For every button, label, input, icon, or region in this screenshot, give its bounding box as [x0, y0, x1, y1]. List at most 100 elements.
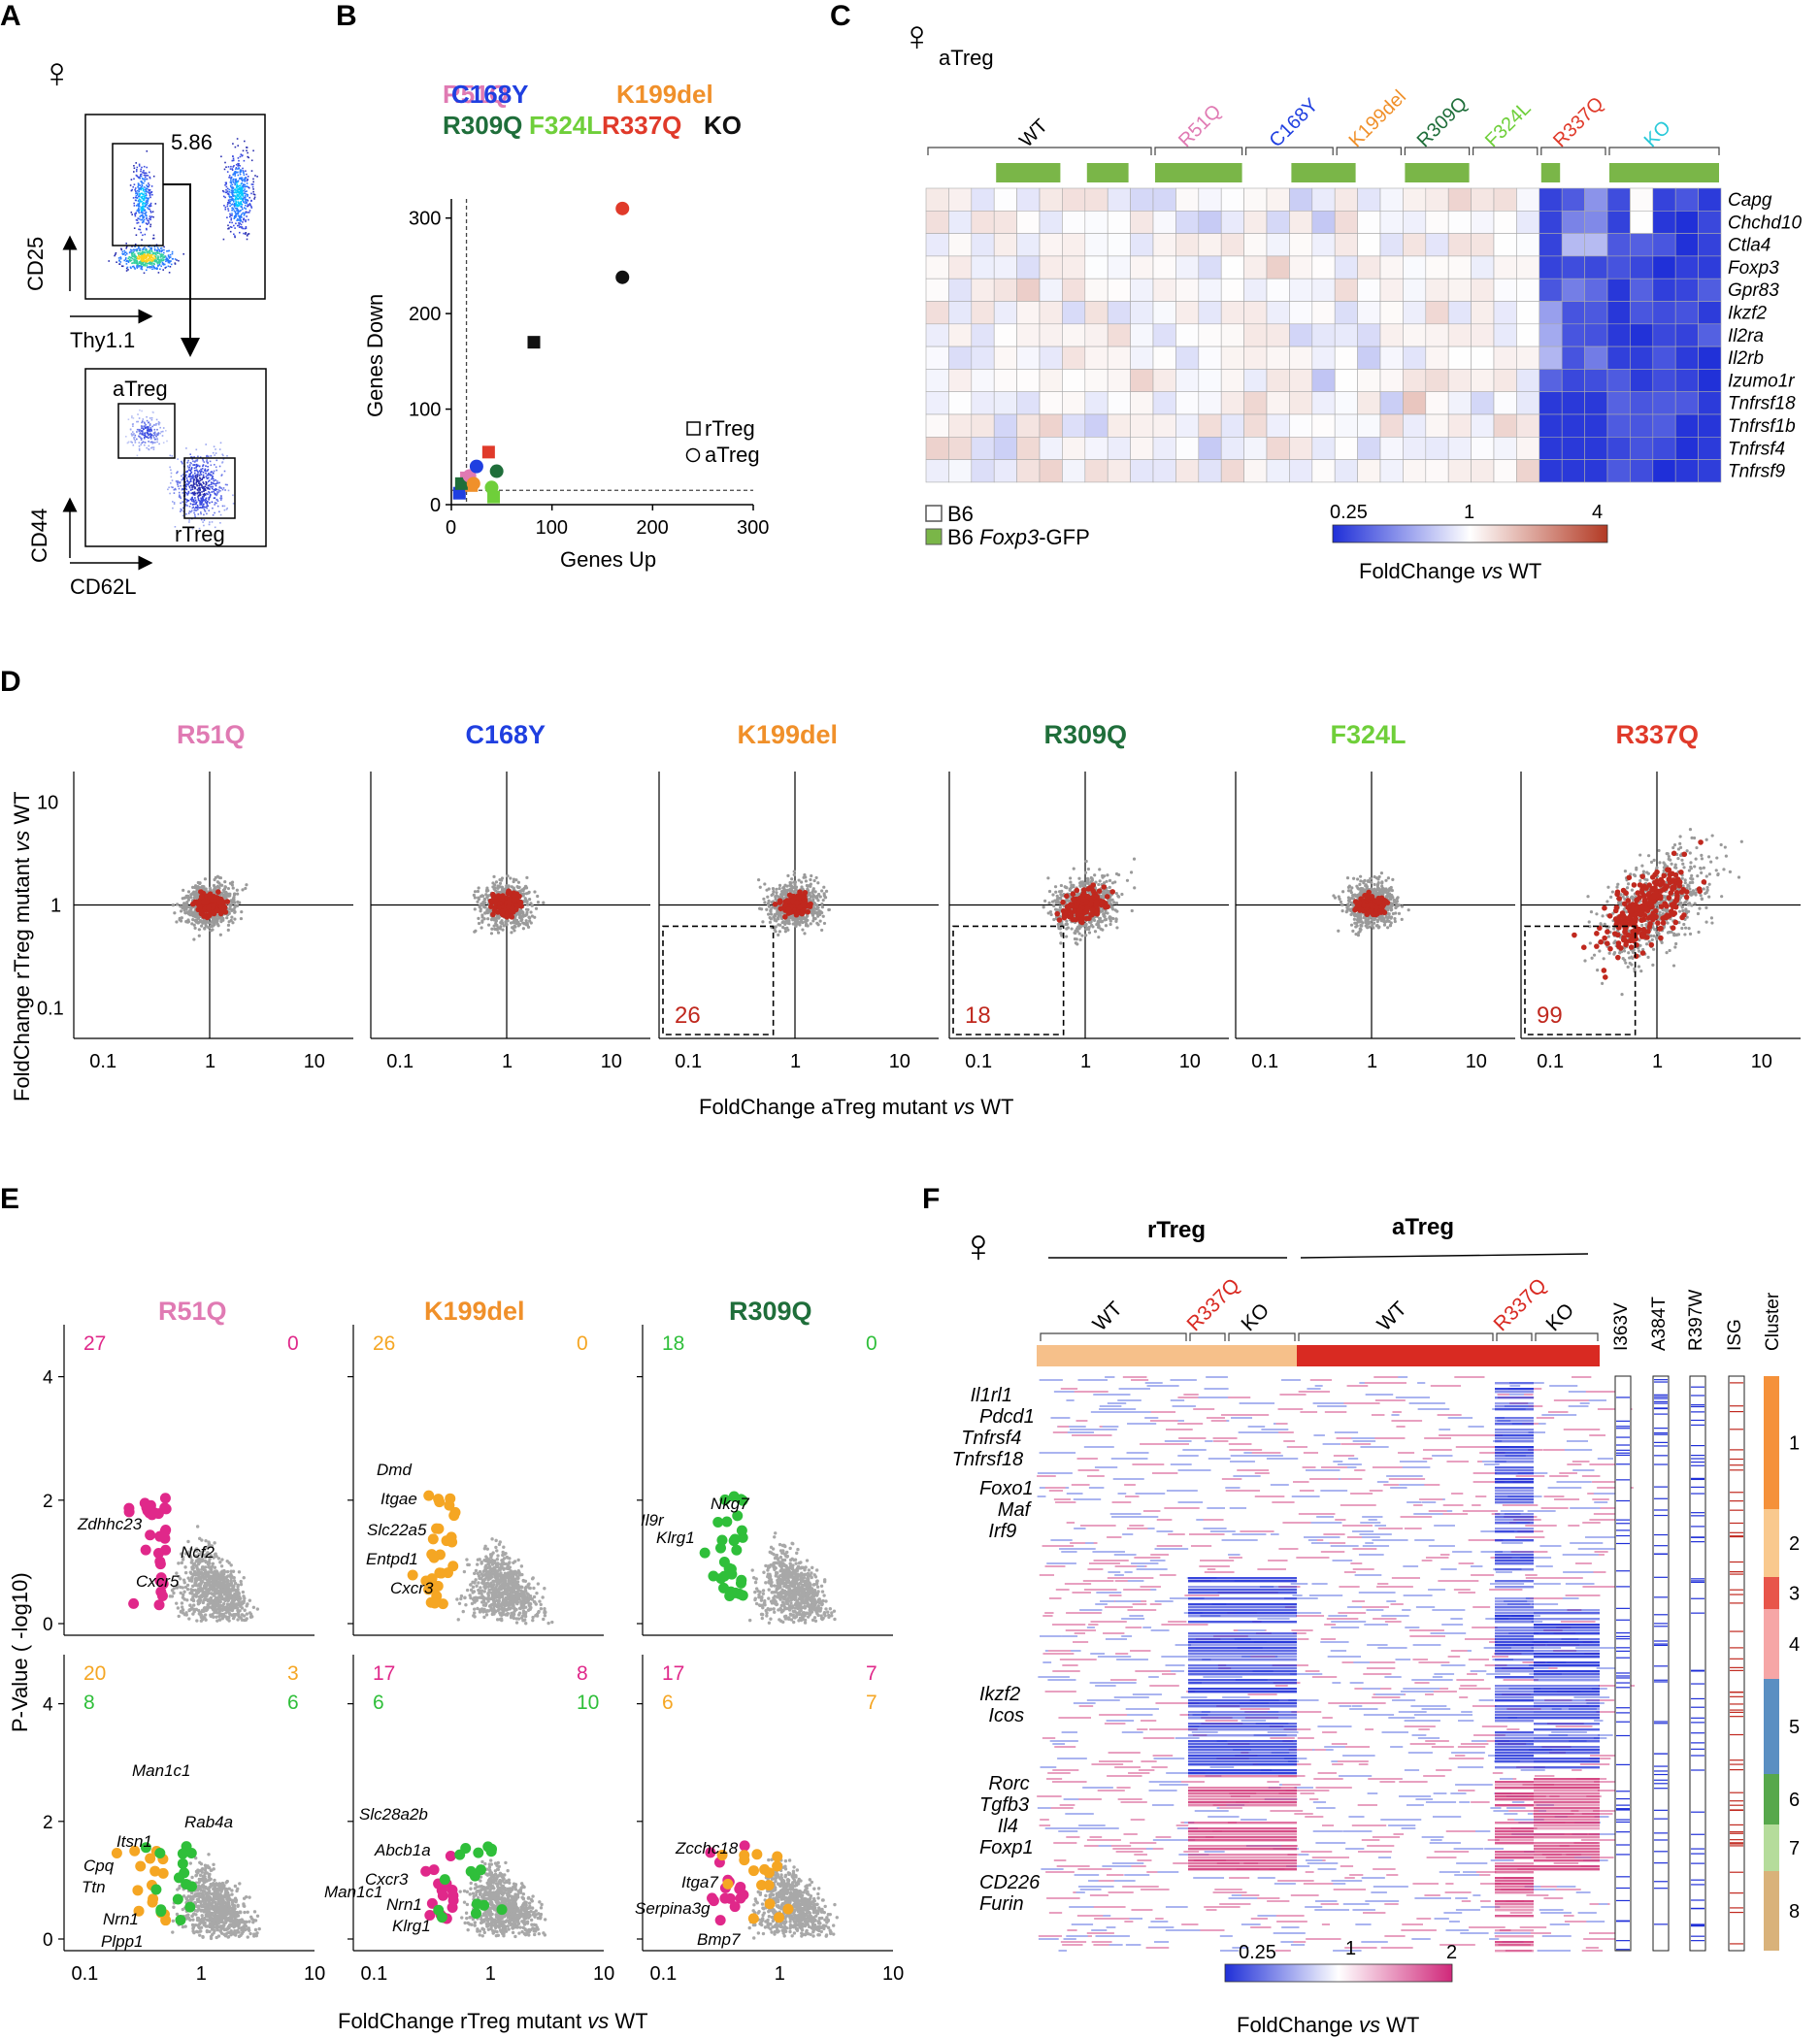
c-heat-cell	[1494, 188, 1516, 211]
flow-event	[205, 507, 207, 509]
d-gene-point	[769, 916, 772, 919]
gate-label-rtreg: rTreg	[175, 522, 225, 546]
c-heat-cell	[1562, 188, 1584, 211]
c-heat-cell	[1131, 346, 1153, 369]
flow-event	[143, 205, 145, 207]
flow-event	[165, 430, 167, 432]
c-heat-cell	[994, 392, 1016, 414]
c-heat-cell	[1516, 279, 1539, 301]
c-heat-cell	[1380, 211, 1403, 233]
c-heat-cell	[1175, 234, 1198, 256]
d-gene-point	[794, 918, 797, 921]
flow-event	[141, 201, 143, 203]
flow-event	[237, 181, 239, 182]
flow-event	[139, 449, 141, 451]
c-row-label-Tnfrsf1b: Tnfrsf1b	[1728, 416, 1796, 437]
c-heat-cell	[1085, 460, 1108, 482]
flow-event	[221, 498, 223, 500]
figure: A B C D E F ♀ 5.86 CD25 Thy1.1 aTreg rTr…	[0, 0, 1820, 2038]
flow-event	[205, 501, 207, 503]
c-heat-cell	[1585, 346, 1607, 369]
flow-event	[210, 461, 212, 463]
c-heat-cell	[1607, 346, 1630, 369]
c-heat-cell	[1403, 437, 1425, 459]
c-group-label-K199del: K199del	[1345, 86, 1410, 151]
d-gene-point	[825, 890, 828, 893]
flow-event	[214, 483, 215, 485]
flow-event	[140, 229, 142, 231]
d-gene-point	[772, 890, 775, 893]
flow-event	[149, 261, 151, 263]
d-gene-point	[507, 885, 510, 888]
flow-event	[142, 432, 144, 434]
flow-event	[248, 200, 249, 202]
d-gene-point	[490, 928, 493, 931]
d-gene-point	[231, 908, 234, 911]
flow-event	[182, 492, 184, 494]
d-gene-point	[761, 920, 764, 923]
c-row-labels: CapgChchd10Ctla4Foxp3Gpr83Ikzf2Il2raIl2r…	[1728, 190, 1802, 482]
c-heat-cell	[1358, 324, 1380, 346]
d-gene-point	[777, 923, 779, 926]
flow-event	[149, 431, 151, 433]
flow-event	[190, 480, 192, 482]
flow-event	[229, 189, 231, 191]
flow-event	[176, 480, 178, 482]
flow-event	[239, 211, 241, 213]
c-heat-cell	[1175, 188, 1198, 211]
flow-event	[226, 216, 228, 218]
flow-event	[163, 249, 165, 251]
c-heat-cell	[1653, 460, 1675, 482]
c-heat-cell	[1335, 324, 1357, 346]
d-gene-point	[765, 908, 768, 911]
c-heat-cell	[1539, 460, 1562, 482]
flow-event	[227, 208, 229, 210]
flow-event	[252, 191, 254, 193]
flow-event	[230, 168, 232, 170]
flow-event	[124, 250, 126, 252]
c-heat-cell	[1062, 437, 1084, 459]
legend-K199del: K199del	[616, 80, 713, 109]
flow-event	[209, 488, 211, 490]
flow-event	[151, 419, 153, 421]
flow-event	[147, 265, 149, 267]
flow-event	[150, 260, 152, 262]
c-heat-cell	[1675, 302, 1698, 324]
c-heat-cell	[1199, 302, 1221, 324]
c-heat-cell	[1244, 437, 1267, 459]
c-heat-cell	[1312, 234, 1335, 256]
flow-event	[234, 171, 236, 173]
y-label-cd44: CD44	[27, 509, 51, 563]
c-heat-cell	[1289, 188, 1311, 211]
c-heat-cell	[1358, 369, 1380, 391]
c-heat-cell	[1403, 279, 1425, 301]
flow-event	[174, 502, 176, 504]
flow-event	[212, 488, 214, 490]
c-scale-tick: 1	[1464, 502, 1474, 523]
flow-event	[143, 418, 145, 420]
d-gene-point	[774, 930, 777, 933]
flow-event	[135, 200, 137, 202]
flow-event	[240, 201, 242, 203]
c-heat-cell	[1358, 234, 1380, 256]
c-heat-cell	[1607, 437, 1630, 459]
flow-event	[201, 498, 203, 500]
flow-event	[251, 207, 253, 209]
flow-event	[203, 464, 205, 466]
flow-event	[245, 177, 247, 179]
d-gene-point	[779, 893, 782, 896]
flow-event	[123, 260, 125, 262]
flow-event	[230, 192, 232, 194]
c-heat-cell	[1607, 392, 1630, 414]
d-gene-point	[473, 931, 476, 934]
flow-event	[130, 249, 132, 251]
d-gene-point	[223, 887, 226, 890]
d-gene-point	[499, 882, 502, 885]
panel-a: ♀ 5.86 CD25 Thy1.1 aTreg rTreg CD44 CD62…	[23, 49, 266, 599]
flow-event	[157, 257, 159, 259]
legend-atreg: aTreg	[705, 443, 760, 467]
flow-event	[232, 160, 234, 162]
d-gene-point	[525, 876, 528, 879]
flow-event	[147, 260, 149, 262]
flow-event	[145, 179, 147, 181]
